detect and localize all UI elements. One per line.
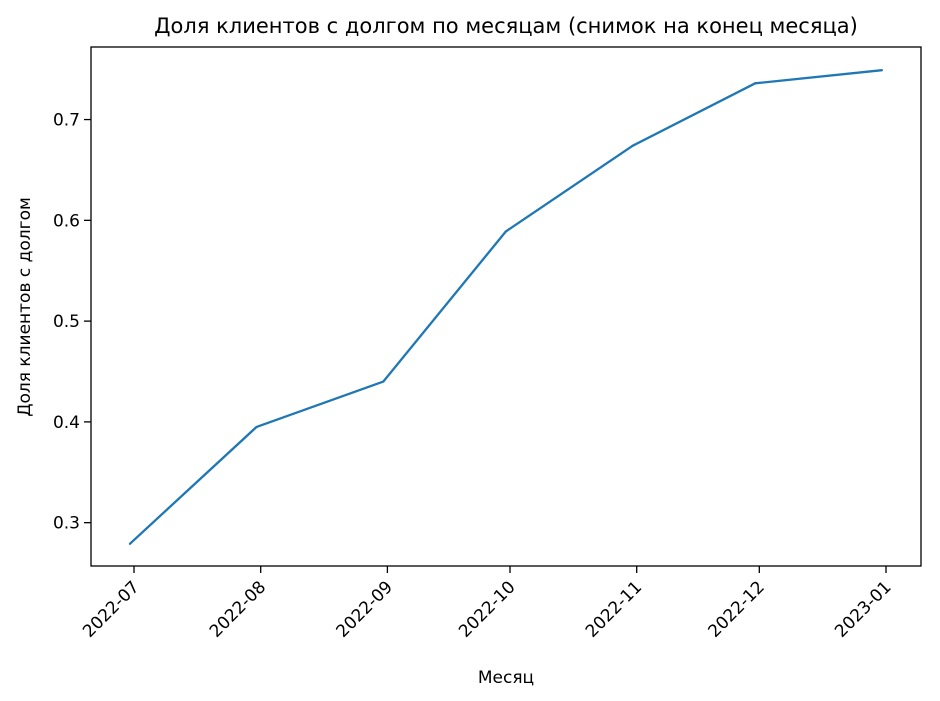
data-point bbox=[754, 82, 757, 85]
y-axis-label: Доля клиентов с долгом bbox=[15, 197, 35, 417]
data-point bbox=[631, 144, 634, 147]
chart-title: Доля клиентов с долгом по месяцам (снимо… bbox=[154, 14, 858, 38]
data-point bbox=[382, 380, 385, 383]
y-tick-label: 0.5 bbox=[53, 312, 80, 332]
data-point bbox=[128, 542, 132, 545]
plot-area bbox=[128, 69, 884, 545]
x-axis-label: Месяц bbox=[478, 668, 534, 688]
data-point bbox=[880, 69, 884, 72]
y-tick-label: 0.3 bbox=[53, 514, 80, 534]
axes-frame bbox=[90, 46, 922, 567]
y-axis: 0.3 0.4 0.5 0.6 0.7 bbox=[53, 111, 91, 534]
data-point bbox=[504, 230, 508, 233]
y-tick-label: 0.4 bbox=[53, 413, 80, 433]
y-tick-label: 0.7 bbox=[53, 111, 80, 131]
data-point bbox=[255, 425, 258, 429]
y-tick-label: 0.6 bbox=[53, 211, 80, 231]
